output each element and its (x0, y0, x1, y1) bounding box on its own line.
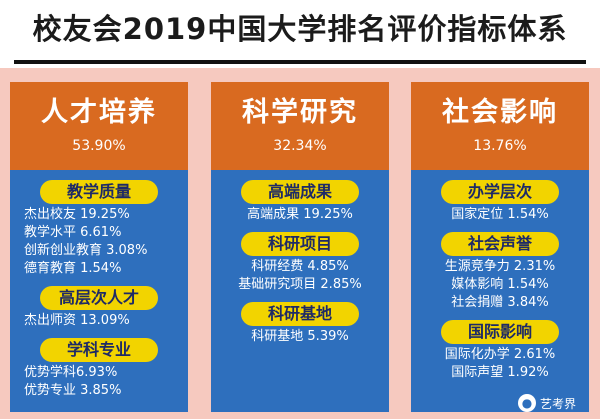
indicator-item: 国家定位 1.54% (451, 207, 549, 222)
column-title: 科学研究 (242, 97, 358, 128)
column-body: 高端成果 高端成果 19.25% 科研项目 科研经费 4.85% 基础研究项目 … (211, 172, 389, 412)
indicator-item: 科研经费 4.85% (251, 259, 349, 274)
column-percent: 32.34% (273, 138, 327, 154)
indicator-item: 杰出师资 13.09% (24, 313, 130, 328)
indicator-item: 科研基地 5.39% (251, 329, 349, 344)
indicator-item: 国际声望 1.92% (451, 365, 549, 380)
category-pill: 教学质量 (40, 180, 158, 204)
category-pill: 国际影响 (441, 320, 559, 344)
title-divider (14, 60, 586, 64)
column-title: 人才培养 (41, 97, 157, 128)
category-pill: 办学层次 (441, 180, 559, 204)
column-percent: 53.90% (72, 138, 126, 154)
watermark: ● 艺考界 (517, 393, 576, 413)
category-pill: 社会声誉 (441, 232, 559, 256)
indicator-item: 教学水平 6.61% (24, 225, 122, 240)
indicator-item: 高端成果 19.25% (247, 207, 353, 222)
indicator-item: 杰出校友 19.25% (24, 207, 130, 222)
column-body: 教学质量 杰出校友 19.25% 教学水平 6.61% 创新创业教育 3.08%… (10, 172, 188, 412)
wechat-icon: ● (517, 394, 536, 412)
column-talent-cultivation: 人才培养 53.90% 教学质量 杰出校友 19.25% 教学水平 6.61% … (10, 82, 188, 412)
indicator-item: 优势专业 3.85% (24, 383, 122, 398)
category-pill: 高层次人才 (40, 286, 158, 310)
indicator-item: 德育教育 1.54% (24, 261, 122, 276)
column-header: 科学研究 32.34% (211, 82, 389, 170)
category-pill: 高端成果 (241, 180, 359, 204)
column-body: 办学层次 国家定位 1.54% 社会声誉 生源竞争力 2.31% 媒体影响 1.… (411, 172, 589, 412)
category-pill: 科研基地 (241, 302, 359, 326)
indicator-item: 优势学科6.93% (24, 365, 118, 380)
column-percent: 13.76% (473, 138, 527, 154)
page-title: 校友会2019中国大学排名评价指标体系 (32, 12, 568, 46)
category-pill: 科研项目 (241, 232, 359, 256)
column-header: 人才培养 53.90% (10, 82, 188, 170)
indicator-item: 社会捐赠 3.84% (451, 295, 549, 310)
column-title: 社会影响 (442, 97, 558, 128)
indicator-item: 媒体影响 1.54% (451, 277, 549, 292)
indicator-item: 生源竞争力 2.31% (444, 259, 556, 274)
indicator-item: 创新创业教育 3.08% (24, 243, 148, 258)
watermark-text: 艺考界 (539, 396, 576, 411)
column-header: 社会影响 13.76% (411, 82, 589, 170)
category-pill: 学科专业 (40, 338, 158, 362)
indicator-item: 国际化办学 2.61% (444, 347, 556, 362)
column-scientific-research: 科学研究 32.34% 高端成果 高端成果 19.25% 科研项目 科研经费 4… (211, 82, 389, 412)
column-social-influence: 社会影响 13.76% 办学层次 国家定位 1.54% 社会声誉 生源竞争力 2… (411, 82, 589, 412)
indicator-item: 基础研究项目 2.85% (238, 277, 362, 292)
